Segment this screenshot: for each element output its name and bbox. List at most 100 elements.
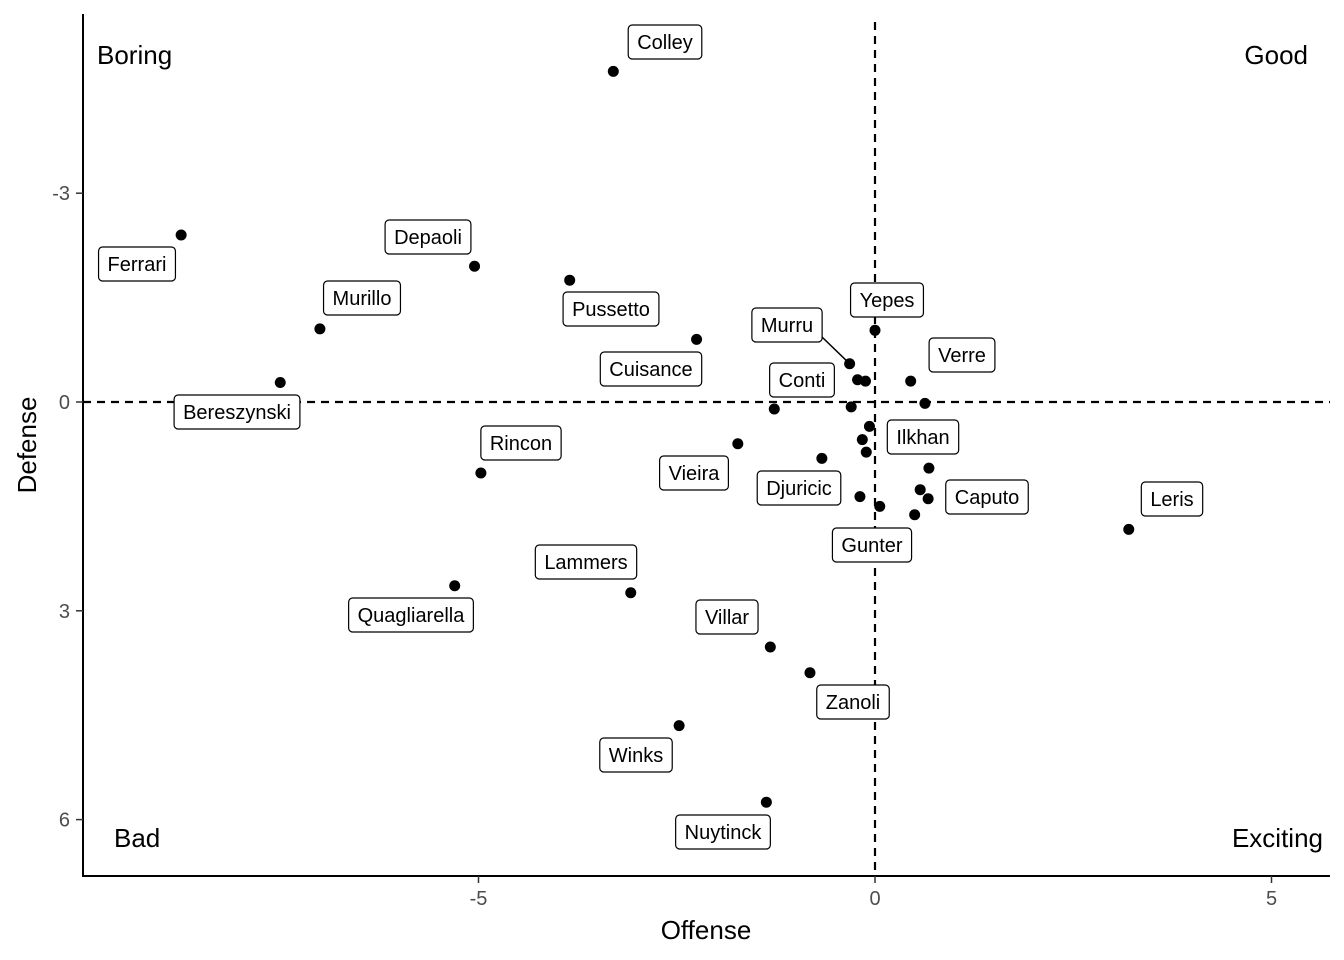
quadrant-labels: Boring Good Bad Exciting <box>97 40 1323 853</box>
axes: -5 0 5 -3 0 3 6 <box>52 14 1330 910</box>
point-label-text: Verre <box>938 345 986 367</box>
data-point <box>274 377 286 389</box>
point-label-text: Winks <box>609 745 663 767</box>
point-label-box <box>534 544 638 580</box>
data-point <box>469 260 481 272</box>
data-point <box>625 587 637 599</box>
x-tick-label: -5 <box>470 888 488 910</box>
point-label-box <box>97 246 177 282</box>
x-tick-label: 0 <box>869 888 880 910</box>
point-label: Villar <box>695 599 759 635</box>
data-point <box>768 403 780 415</box>
point-label-box <box>886 419 960 455</box>
data-point <box>816 452 828 464</box>
point-label-text: Ilkhan <box>896 427 949 449</box>
point-label-box <box>599 351 703 387</box>
data-point <box>863 420 875 432</box>
point-label-text: Villar <box>705 607 749 629</box>
data-point <box>860 446 872 458</box>
point-label: Cuisance <box>599 351 703 387</box>
data-point <box>856 434 868 446</box>
point-label: Murru <box>751 307 823 343</box>
point-label-text: Zanoli <box>826 692 880 714</box>
point-label: Vieira <box>659 455 729 491</box>
point-label: Winks <box>599 737 673 773</box>
data-point <box>919 397 931 409</box>
point-label: Djuricic <box>756 470 842 506</box>
point-label-box <box>659 455 729 491</box>
point-label-box <box>599 737 673 773</box>
point-label-box <box>695 599 759 635</box>
point-label: Rincon <box>480 425 562 461</box>
data-point <box>475 467 487 479</box>
point-label-box <box>831 527 913 563</box>
point-label: Depaoli <box>384 219 472 255</box>
point-label: Ferrari <box>97 246 177 282</box>
point-label-text: Cuisance <box>609 359 692 381</box>
data-point <box>760 796 772 808</box>
point-label: Nuytinck <box>675 814 771 850</box>
point-label-text: Conti <box>779 370 826 392</box>
data-point <box>914 484 926 496</box>
point-label-box <box>322 280 402 316</box>
point-label-text: Ferrari <box>108 254 167 276</box>
point-label: Colley <box>627 24 703 60</box>
data-point <box>673 720 685 732</box>
point-label: Verre <box>928 337 996 373</box>
data-point <box>859 375 871 387</box>
point-label-text: Nuytinck <box>685 822 763 844</box>
y-tick-label: 6 <box>59 810 70 832</box>
data-point <box>449 580 461 592</box>
data-point <box>923 462 935 474</box>
data-point <box>909 509 921 521</box>
y-axis-title: Defense <box>12 397 42 494</box>
data-point <box>564 274 576 286</box>
point-label: Pussetto <box>562 291 660 327</box>
point-label-box <box>769 362 835 398</box>
point-label: Murillo <box>322 280 402 316</box>
quadrant-label-top-left: Boring <box>97 40 172 70</box>
point-label-box <box>173 394 301 430</box>
point-label-box <box>1140 481 1204 517</box>
quadrant-label-top-right: Good <box>1244 40 1308 70</box>
data-point <box>804 667 816 679</box>
point-label-text: Vieira <box>669 463 721 485</box>
quadrant-label-bottom-right: Exciting <box>1232 823 1323 853</box>
point-label: Conti <box>769 362 835 398</box>
point-label: Caputo <box>945 479 1029 515</box>
point-label-box <box>675 814 771 850</box>
point-label: Bereszynski <box>173 394 301 430</box>
data-point <box>314 323 326 335</box>
point-label-text: Yepes <box>860 290 915 312</box>
point-label-text: Pussetto <box>572 299 650 321</box>
point-label: Leris <box>1140 481 1204 517</box>
point-label: Yepes <box>849 282 925 318</box>
point-label-text: Depaoli <box>394 227 462 249</box>
data-point <box>845 401 857 413</box>
point-label-text: Gunter <box>841 535 902 557</box>
point-label-text: Caputo <box>955 487 1020 509</box>
data-point <box>854 491 866 503</box>
point-labels: Colley Ferrari Depaoli Pussetto Murillo Cuisa… <box>97 24 1204 850</box>
y-tick-label: 0 <box>59 392 70 414</box>
point-label-text: Colley <box>637 32 693 54</box>
point-label-text: Murru <box>761 315 813 337</box>
data-point <box>844 358 856 370</box>
data-point <box>869 324 881 336</box>
point-label-box <box>348 597 474 633</box>
y-tick-label: 3 <box>59 601 70 623</box>
point-label: Gunter <box>831 527 913 563</box>
point-label-box <box>751 307 823 343</box>
point-label-box <box>756 470 842 506</box>
data-point <box>732 438 744 450</box>
leader-line <box>821 336 851 365</box>
data-point <box>1123 523 1135 535</box>
point-label-box <box>816 684 890 720</box>
point-label: Ilkhan <box>886 419 960 455</box>
plot-area: Colley Ferrari Depaoli Pussetto Murillo Cuisa… <box>83 22 1330 876</box>
data-point <box>175 229 187 241</box>
data-point <box>764 641 776 653</box>
quadrant-label-bottom-left: Bad <box>114 823 160 853</box>
data-point <box>922 493 934 505</box>
